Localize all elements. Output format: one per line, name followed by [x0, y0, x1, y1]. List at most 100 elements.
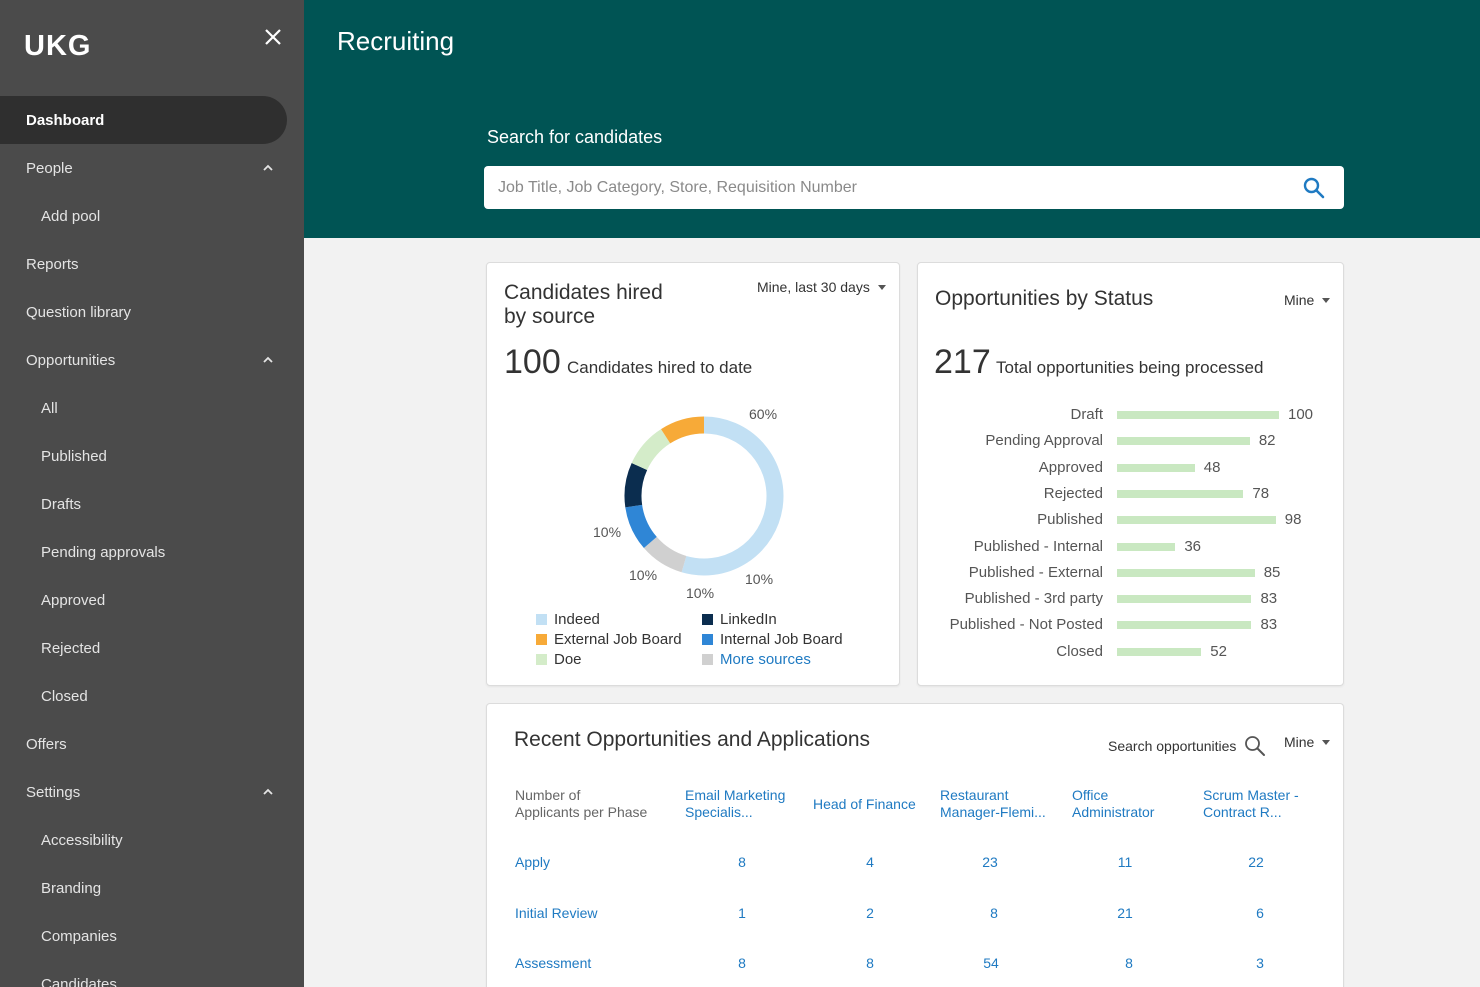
- table-cell[interactable]: 3: [1256, 955, 1264, 971]
- legend-label: LinkedIn: [720, 611, 777, 628]
- sidebar-item-candidates[interactable]: Candidates: [0, 960, 304, 987]
- legend-label: Doe: [554, 651, 582, 668]
- search-icon[interactable]: [1244, 735, 1266, 757]
- close-icon[interactable]: [258, 22, 288, 52]
- chevron-up-icon[interactable]: [262, 162, 274, 174]
- row-header: Number of Applicants per Phase: [515, 787, 647, 821]
- more-sources-link[interactable]: More sources: [720, 651, 811, 668]
- status-bar-row: Rejected 78: [918, 481, 1345, 507]
- sidebar-item-reports[interactable]: Reports: [0, 240, 304, 288]
- status-filter-dropdown[interactable]: Mine: [1284, 292, 1331, 308]
- card-title-line: by source: [504, 305, 596, 328]
- status-bar: [1117, 568, 1255, 577]
- legend-swatch: [536, 634, 547, 645]
- sidebar-item-rejected[interactable]: Rejected: [0, 624, 304, 672]
- column-header-email-marketing[interactable]: Email Marketing Specialis...: [685, 787, 785, 821]
- table-cell[interactable]: 23: [982, 854, 998, 870]
- column-header-line: Administrator: [1072, 804, 1155, 820]
- chevron-up-icon[interactable]: [262, 354, 274, 366]
- sidebar-item-dashboard[interactable]: Dashboard: [0, 96, 287, 144]
- table-cell[interactable]: 8: [990, 905, 998, 921]
- search-icon[interactable]: [1302, 176, 1326, 200]
- phase-assessment-link[interactable]: Assessment: [515, 955, 592, 971]
- sidebar-item-closed[interactable]: Closed: [0, 672, 304, 720]
- sidebar-item-companies[interactable]: Companies: [0, 912, 304, 960]
- sidebar-item-pending-approvals[interactable]: Pending approvals: [0, 528, 304, 576]
- sidebar-item-drafts[interactable]: Drafts: [0, 480, 304, 528]
- status-bar-row: Approved 48: [918, 455, 1345, 481]
- candidate-search-input[interactable]: [484, 166, 1284, 209]
- legend-item-indeed: Indeed: [536, 611, 600, 628]
- bar-value-label: 83: [1260, 616, 1278, 634]
- sidebar-item-label: Opportunities: [26, 351, 116, 369]
- phase-initial-review-link[interactable]: Initial Review: [515, 905, 598, 921]
- sidebar-item-branding[interactable]: Branding: [0, 864, 304, 912]
- status-bar-row: Published - 3rd party 83: [918, 586, 1345, 612]
- bar-value-label: 100: [1288, 406, 1314, 423]
- status-bar: [1117, 595, 1252, 604]
- column-header-head-of-finance[interactable]: Head of Finance: [813, 796, 916, 813]
- bar-value-label: 82: [1258, 432, 1276, 450]
- row-header-line: Number of: [515, 787, 581, 803]
- card-title-line: Candidates hired: [504, 281, 663, 304]
- search-opportunities-button[interactable]: Search opportunities: [1108, 735, 1266, 757]
- sidebar-item-question-library[interactable]: Question library: [0, 288, 304, 336]
- table-cell[interactable]: 22: [1248, 854, 1264, 870]
- sidebar: UKG Dashboard People Add pool Reports Qu…: [0, 0, 304, 987]
- legend-item-more-sources[interactable]: More sources: [702, 651, 811, 668]
- sidebar-item-label: Dashboard: [26, 111, 105, 129]
- donut-segment-doe: [631, 429, 671, 471]
- sidebar-item-opportunities[interactable]: Opportunities: [0, 336, 304, 384]
- table-cell[interactable]: 8: [1125, 955, 1133, 971]
- table-cell[interactable]: 54: [983, 955, 999, 971]
- table-cell[interactable]: 1: [738, 905, 746, 921]
- status-bar-row: Draft 100: [918, 402, 1345, 428]
- sidebar-item-accessibility[interactable]: Accessibility: [0, 816, 304, 864]
- column-header-office-administrator[interactable]: Office Administrator: [1072, 787, 1154, 821]
- search-label: Search for candidates: [487, 127, 663, 147]
- ukg-logo: UKG: [24, 30, 90, 60]
- status-bar-row: Published - Internal 36: [918, 534, 1345, 560]
- table-cell[interactable]: 8: [866, 955, 874, 971]
- sidebar-item-people[interactable]: People: [0, 144, 304, 192]
- column-header-scrum-master[interactable]: Scrum Master - Contract R...: [1203, 787, 1299, 821]
- legend-label: Indeed: [554, 611, 600, 628]
- sidebar-item-label: All: [41, 399, 58, 417]
- sidebar-item-approved[interactable]: Approved: [0, 576, 304, 624]
- table-cell[interactable]: 21: [1117, 905, 1133, 921]
- bar-category-label: Published - External: [968, 563, 1103, 581]
- caret-down-icon: [1322, 297, 1331, 303]
- sidebar-item-add-pool[interactable]: Add pool: [0, 192, 304, 240]
- sidebar-item-settings[interactable]: Settings: [0, 768, 304, 816]
- table-cell[interactable]: 6: [1256, 905, 1264, 921]
- chevron-up-icon[interactable]: [262, 786, 274, 798]
- status-bar: [1117, 489, 1244, 498]
- table-cell[interactable]: 2: [866, 905, 874, 921]
- sidebar-item-label: Settings: [26, 783, 81, 801]
- sidebar-item-label: Reports: [26, 255, 79, 273]
- legend-item-internal: Internal Job Board: [702, 631, 843, 648]
- sidebar-item-offers[interactable]: Offers: [0, 720, 304, 768]
- pct-label-doe: 10%: [629, 567, 658, 583]
- sidebar-item-label: People: [26, 159, 73, 177]
- column-header-restaurant-manager[interactable]: Restaurant Manager-Flemi...: [940, 787, 1046, 821]
- legend-label: Internal Job Board: [720, 631, 843, 648]
- phase-apply-link[interactable]: Apply: [515, 854, 551, 870]
- sidebar-item-label: Add pool: [41, 207, 101, 225]
- hired-total-label: Candidates hired to date: [567, 358, 753, 377]
- opportunities-status-card: Opportunities by Status Mine 217 Total o…: [917, 262, 1344, 686]
- sidebar-item-label: Pending approvals: [41, 543, 166, 561]
- row-header-line: Applicants per Phase: [515, 804, 648, 820]
- sidebar-item-label: Offers: [26, 735, 67, 753]
- table-cell[interactable]: 8: [738, 854, 746, 870]
- table-cell[interactable]: 8: [738, 955, 746, 971]
- card-title: Candidates hired by source: [504, 281, 663, 329]
- sidebar-item-all[interactable]: All: [0, 384, 304, 432]
- bar-category-label: Published - Internal: [973, 537, 1103, 555]
- sidebar-item-published[interactable]: Published: [0, 432, 304, 480]
- recent-filter-dropdown[interactable]: Mine: [1284, 734, 1331, 750]
- table-cell[interactable]: 4: [866, 854, 874, 870]
- search-opportunities-label: Search opportunities: [1108, 738, 1237, 754]
- hired-filter-dropdown[interactable]: Mine, last 30 days: [757, 279, 886, 295]
- table-cell[interactable]: 11: [1117, 854, 1133, 870]
